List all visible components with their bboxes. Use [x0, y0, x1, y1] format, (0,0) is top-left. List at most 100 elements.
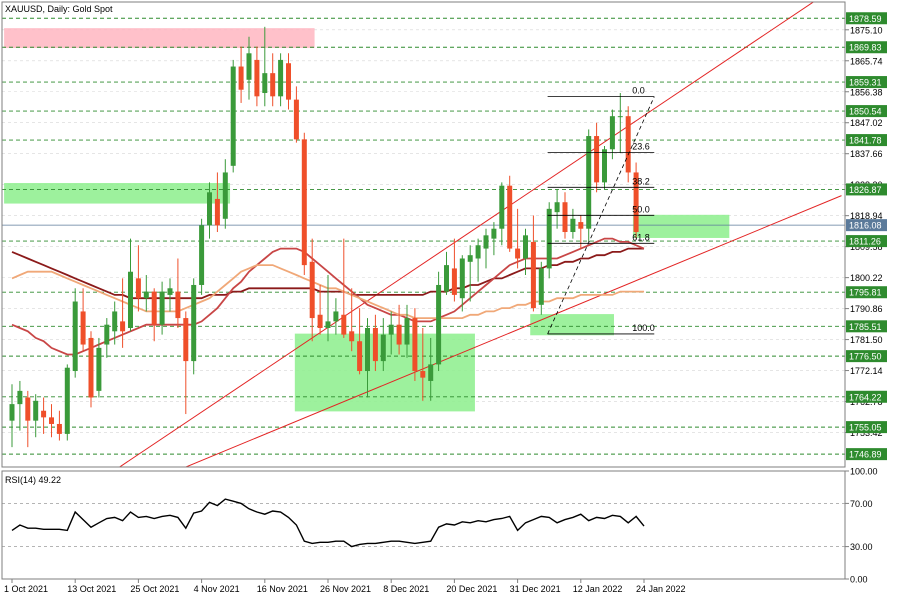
price-level-tag-label: 1776.50: [849, 352, 882, 362]
candle-body: [483, 235, 489, 249]
candle: [491, 222, 497, 256]
rsi-tick-label: 70.00: [850, 499, 873, 509]
chart-title: XAUUSD, Daily: Gold Spot: [5, 4, 113, 14]
candle: [17, 380, 23, 431]
zone: [530, 314, 614, 336]
candle-body: [143, 291, 149, 299]
candle-body: [128, 271, 133, 328]
price-level-tag-bg: [846, 105, 887, 118]
price-tick-label: 1800.22: [850, 273, 883, 283]
candle-body: [56, 423, 62, 434]
candle: [404, 304, 410, 358]
fibonacci-retracement: 0.0 23.6 38.2 50.0 61.8 100.0: [547, 86, 655, 335]
candle: [159, 281, 165, 335]
candle: [341, 238, 347, 338]
rsi-tick-label: 0.00: [850, 575, 868, 585]
candle: [80, 288, 86, 352]
candle: [183, 311, 189, 415]
rsi-tick-label: 100.00: [850, 467, 878, 477]
fib-trend-line: [547, 96, 655, 335]
price-level-tag: 1878.59: [846, 12, 887, 25]
trendline: [184, 195, 842, 467]
candle: [499, 182, 505, 246]
rsi-panel: 100.00 70.00 30.00 0.00: [2, 467, 878, 585]
price-level-tag-bg: [846, 421, 887, 434]
candle-body: [554, 202, 560, 213]
price-panel-frame: [1, 1, 846, 468]
candle: [72, 288, 78, 378]
price-level-tags: 1878.59 1869.83 1859.31 1850.54 1841.78 1826.…: [846, 12, 887, 461]
candle: [135, 245, 141, 312]
candle: [175, 258, 181, 328]
candle: [609, 109, 615, 160]
price-level-tag: 1755.05: [846, 421, 887, 434]
rsi-label: RSI(14) 49.22: [5, 475, 61, 485]
candle-body: [625, 116, 631, 173]
candle: [475, 238, 481, 282]
price-level-tag: 1859.31: [846, 76, 887, 89]
candle: [9, 384, 15, 448]
candle-body: [104, 324, 110, 345]
price-level-tag-label: 1795.81: [849, 288, 882, 298]
time-tick-label: 25 Oct 2021: [130, 584, 179, 594]
price-level-tag-label: 1869.83: [849, 43, 882, 53]
price-tick-label: 1790.86: [850, 304, 883, 314]
candle-body: [523, 235, 528, 259]
candle: [365, 318, 370, 398]
candle: [617, 93, 623, 153]
candle: [41, 397, 47, 434]
candle: [33, 394, 39, 438]
candle-body: [214, 198, 220, 226]
candle: [467, 245, 473, 302]
candle: [436, 271, 442, 372]
candle-body: [562, 202, 568, 233]
candle: [349, 288, 355, 352]
candle-body: [609, 116, 615, 150]
candle-body: [325, 321, 331, 328]
candle: [546, 202, 552, 279]
candle-body: [17, 390, 23, 405]
price-level-tag-bg: [846, 219, 887, 232]
candle: [309, 238, 315, 342]
zones: [4, 28, 730, 412]
time-tick-label: 1 Oct 2021: [4, 584, 48, 594]
candle-body: [151, 291, 157, 325]
candle-body: [420, 371, 426, 378]
rsi-line: [11, 498, 645, 548]
candle-body: [270, 73, 276, 97]
candle-body: [594, 136, 600, 183]
candle: [586, 129, 592, 242]
candle-body: [491, 228, 497, 239]
candle-body: [80, 311, 86, 345]
time-tick-label: 4 Nov 2021: [194, 584, 240, 594]
candle: [396, 304, 402, 355]
price-level-tag-label: 1816.08: [849, 221, 882, 231]
candle-body: [207, 192, 212, 226]
candle-body: [372, 327, 378, 362]
candle: [49, 404, 54, 438]
candle-body: [301, 139, 307, 266]
candle: [254, 46, 260, 107]
time-tick-label: 20 Dec 2021: [446, 584, 497, 594]
zone: [4, 183, 231, 204]
candle-body: [293, 99, 299, 140]
candle-body: [191, 284, 197, 362]
candle-body: [467, 255, 473, 262]
fib-level-label: 61.8: [632, 232, 650, 242]
candle-body: [602, 149, 607, 183]
candle: [293, 86, 299, 143]
candle-body: [617, 116, 623, 118]
price-level-tag-bg: [846, 448, 887, 461]
trendline: [118, 2, 815, 467]
candle-body: [309, 261, 315, 319]
candle: [238, 46, 244, 103]
candle-body: [436, 284, 442, 365]
candle-body: [507, 185, 513, 249]
candle: [214, 172, 220, 233]
candle-body: [444, 265, 449, 292]
candle-body: [515, 248, 521, 259]
candle: [96, 337, 102, 398]
candle: [420, 327, 426, 401]
time-axis: 1 Oct 2021 13 Oct 2021 25 Oct 2021 4 Nov 20…: [4, 579, 686, 594]
price-level-tag-label: 1764.22: [849, 392, 882, 402]
